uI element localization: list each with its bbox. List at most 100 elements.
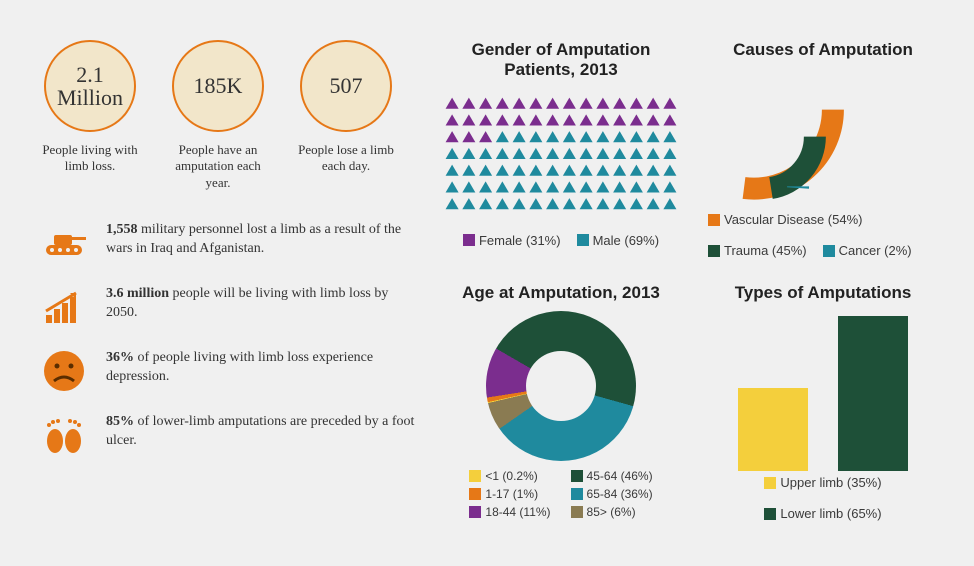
person-icon	[513, 114, 526, 125]
person-icon	[580, 148, 593, 159]
person-icon	[479, 131, 492, 142]
fact-rest: of people living with limb loss experien…	[106, 350, 373, 384]
cause-arc	[771, 137, 815, 188]
person-icon	[613, 114, 626, 125]
person-icon	[580, 164, 593, 175]
person-icon	[479, 181, 492, 192]
legend-item: Lower limb (65%)	[764, 506, 881, 521]
person-icon	[596, 164, 609, 175]
right-column: Gender of Amputation Patients, 2013 Fema…	[440, 40, 944, 536]
legend-label: Trauma (45%)	[724, 243, 807, 258]
person-icon	[546, 97, 559, 108]
legend-label: Lower limb (65%)	[780, 506, 881, 521]
person-icon	[630, 131, 643, 142]
person-icon	[513, 97, 526, 108]
gender-panel: Gender of Amputation Patients, 2013 Fema…	[440, 40, 682, 273]
legend-item: Trauma (45%)	[708, 243, 807, 258]
fact-bold: 3.6 million	[106, 286, 169, 301]
person-icon	[563, 131, 576, 142]
person-icon	[630, 148, 643, 159]
causes-legend: Vascular Disease (54%) Trauma (45%) Cancer…	[702, 212, 944, 258]
age-donut	[486, 311, 636, 461]
panel-title: Causes of Amputation	[702, 40, 944, 60]
person-icon	[546, 181, 559, 192]
person-icon	[496, 164, 509, 175]
person-icon	[563, 181, 576, 192]
person-icon	[663, 198, 676, 209]
person-icon	[513, 198, 526, 209]
legend-item: Vascular Disease (54%)	[708, 212, 862, 227]
fact-bold: 1,558	[106, 222, 138, 237]
person-icon	[630, 198, 643, 209]
person-icon	[479, 97, 492, 108]
legend-item: 65-84 (36%)	[571, 487, 653, 501]
fact-text: 36% of people living with limb loss expe…	[106, 349, 416, 387]
causes-svg	[718, 68, 928, 208]
person-icon	[580, 97, 593, 108]
gender-pictogram	[440, 89, 682, 229]
type-bar	[738, 388, 808, 471]
person-icon	[529, 114, 542, 125]
person-icon	[462, 181, 475, 192]
stat-circle: 185K	[172, 40, 264, 132]
person-icon	[462, 198, 475, 209]
person-icon	[613, 181, 626, 192]
legend-label: Male (69%)	[593, 233, 659, 248]
person-icon	[462, 97, 475, 108]
person-icon	[529, 97, 542, 108]
person-icon	[596, 198, 609, 209]
legend-label: Cancer (2%)	[839, 243, 912, 258]
person-icon	[462, 164, 475, 175]
stat-circle-group: 507 People lose a limb each day.	[296, 40, 396, 191]
person-icon	[496, 97, 509, 108]
swatch-icon	[764, 508, 776, 520]
fact-bold: 36%	[106, 350, 134, 365]
age-donut-wrap	[440, 311, 682, 461]
sad-icon	[40, 349, 88, 393]
infographic-container: 2.1Million People living with limb loss.…	[0, 0, 974, 566]
legend-item: Female (31%)	[463, 233, 561, 248]
person-icon	[596, 131, 609, 142]
age-panel: Age at Amputation, 2013 <1 (0.2%)45-64 (…	[440, 283, 682, 536]
swatch-icon	[571, 488, 583, 500]
person-icon	[630, 97, 643, 108]
person-icon	[663, 97, 676, 108]
stat-value: 507	[330, 74, 363, 97]
person-icon	[647, 198, 660, 209]
swatch-icon	[469, 470, 481, 482]
types-panel: Types of Amputations Upper limb (35%)Low…	[702, 283, 944, 536]
person-icon	[513, 164, 526, 175]
person-icon	[496, 181, 509, 192]
person-icon	[647, 114, 660, 125]
person-icon	[647, 164, 660, 175]
person-icon	[613, 164, 626, 175]
swatch-icon	[577, 234, 589, 246]
person-icon	[647, 181, 660, 192]
growth-icon	[40, 285, 88, 329]
person-icon	[496, 148, 509, 159]
person-icon	[513, 181, 526, 192]
causes-arc-chart	[702, 68, 944, 208]
swatch-icon	[708, 245, 720, 257]
person-icon	[479, 164, 492, 175]
fact-rest: military personnel lost a limb as a resu…	[106, 222, 401, 256]
fact-text: 3.6 million people will be living with l…	[106, 285, 416, 323]
person-icon	[580, 181, 593, 192]
person-icon	[630, 181, 643, 192]
types-bars	[702, 311, 944, 471]
person-icon	[462, 148, 475, 159]
person-icon	[496, 198, 509, 209]
person-icon	[446, 198, 459, 209]
legend-item: Upper limb (35%)	[764, 475, 881, 490]
stat-circle-group: 2.1Million People living with limb loss.	[40, 40, 140, 191]
person-icon	[613, 198, 626, 209]
stat-circle: 507	[300, 40, 392, 132]
person-icon	[513, 131, 526, 142]
person-icon	[462, 131, 475, 142]
facts-list: 1,558 military personnel lost a limb as …	[40, 221, 440, 457]
person-icon	[596, 97, 609, 108]
person-icon	[513, 148, 526, 159]
fact-row: 36% of people living with limb loss expe…	[40, 349, 440, 393]
swatch-icon	[469, 488, 481, 500]
person-icon	[630, 114, 643, 125]
